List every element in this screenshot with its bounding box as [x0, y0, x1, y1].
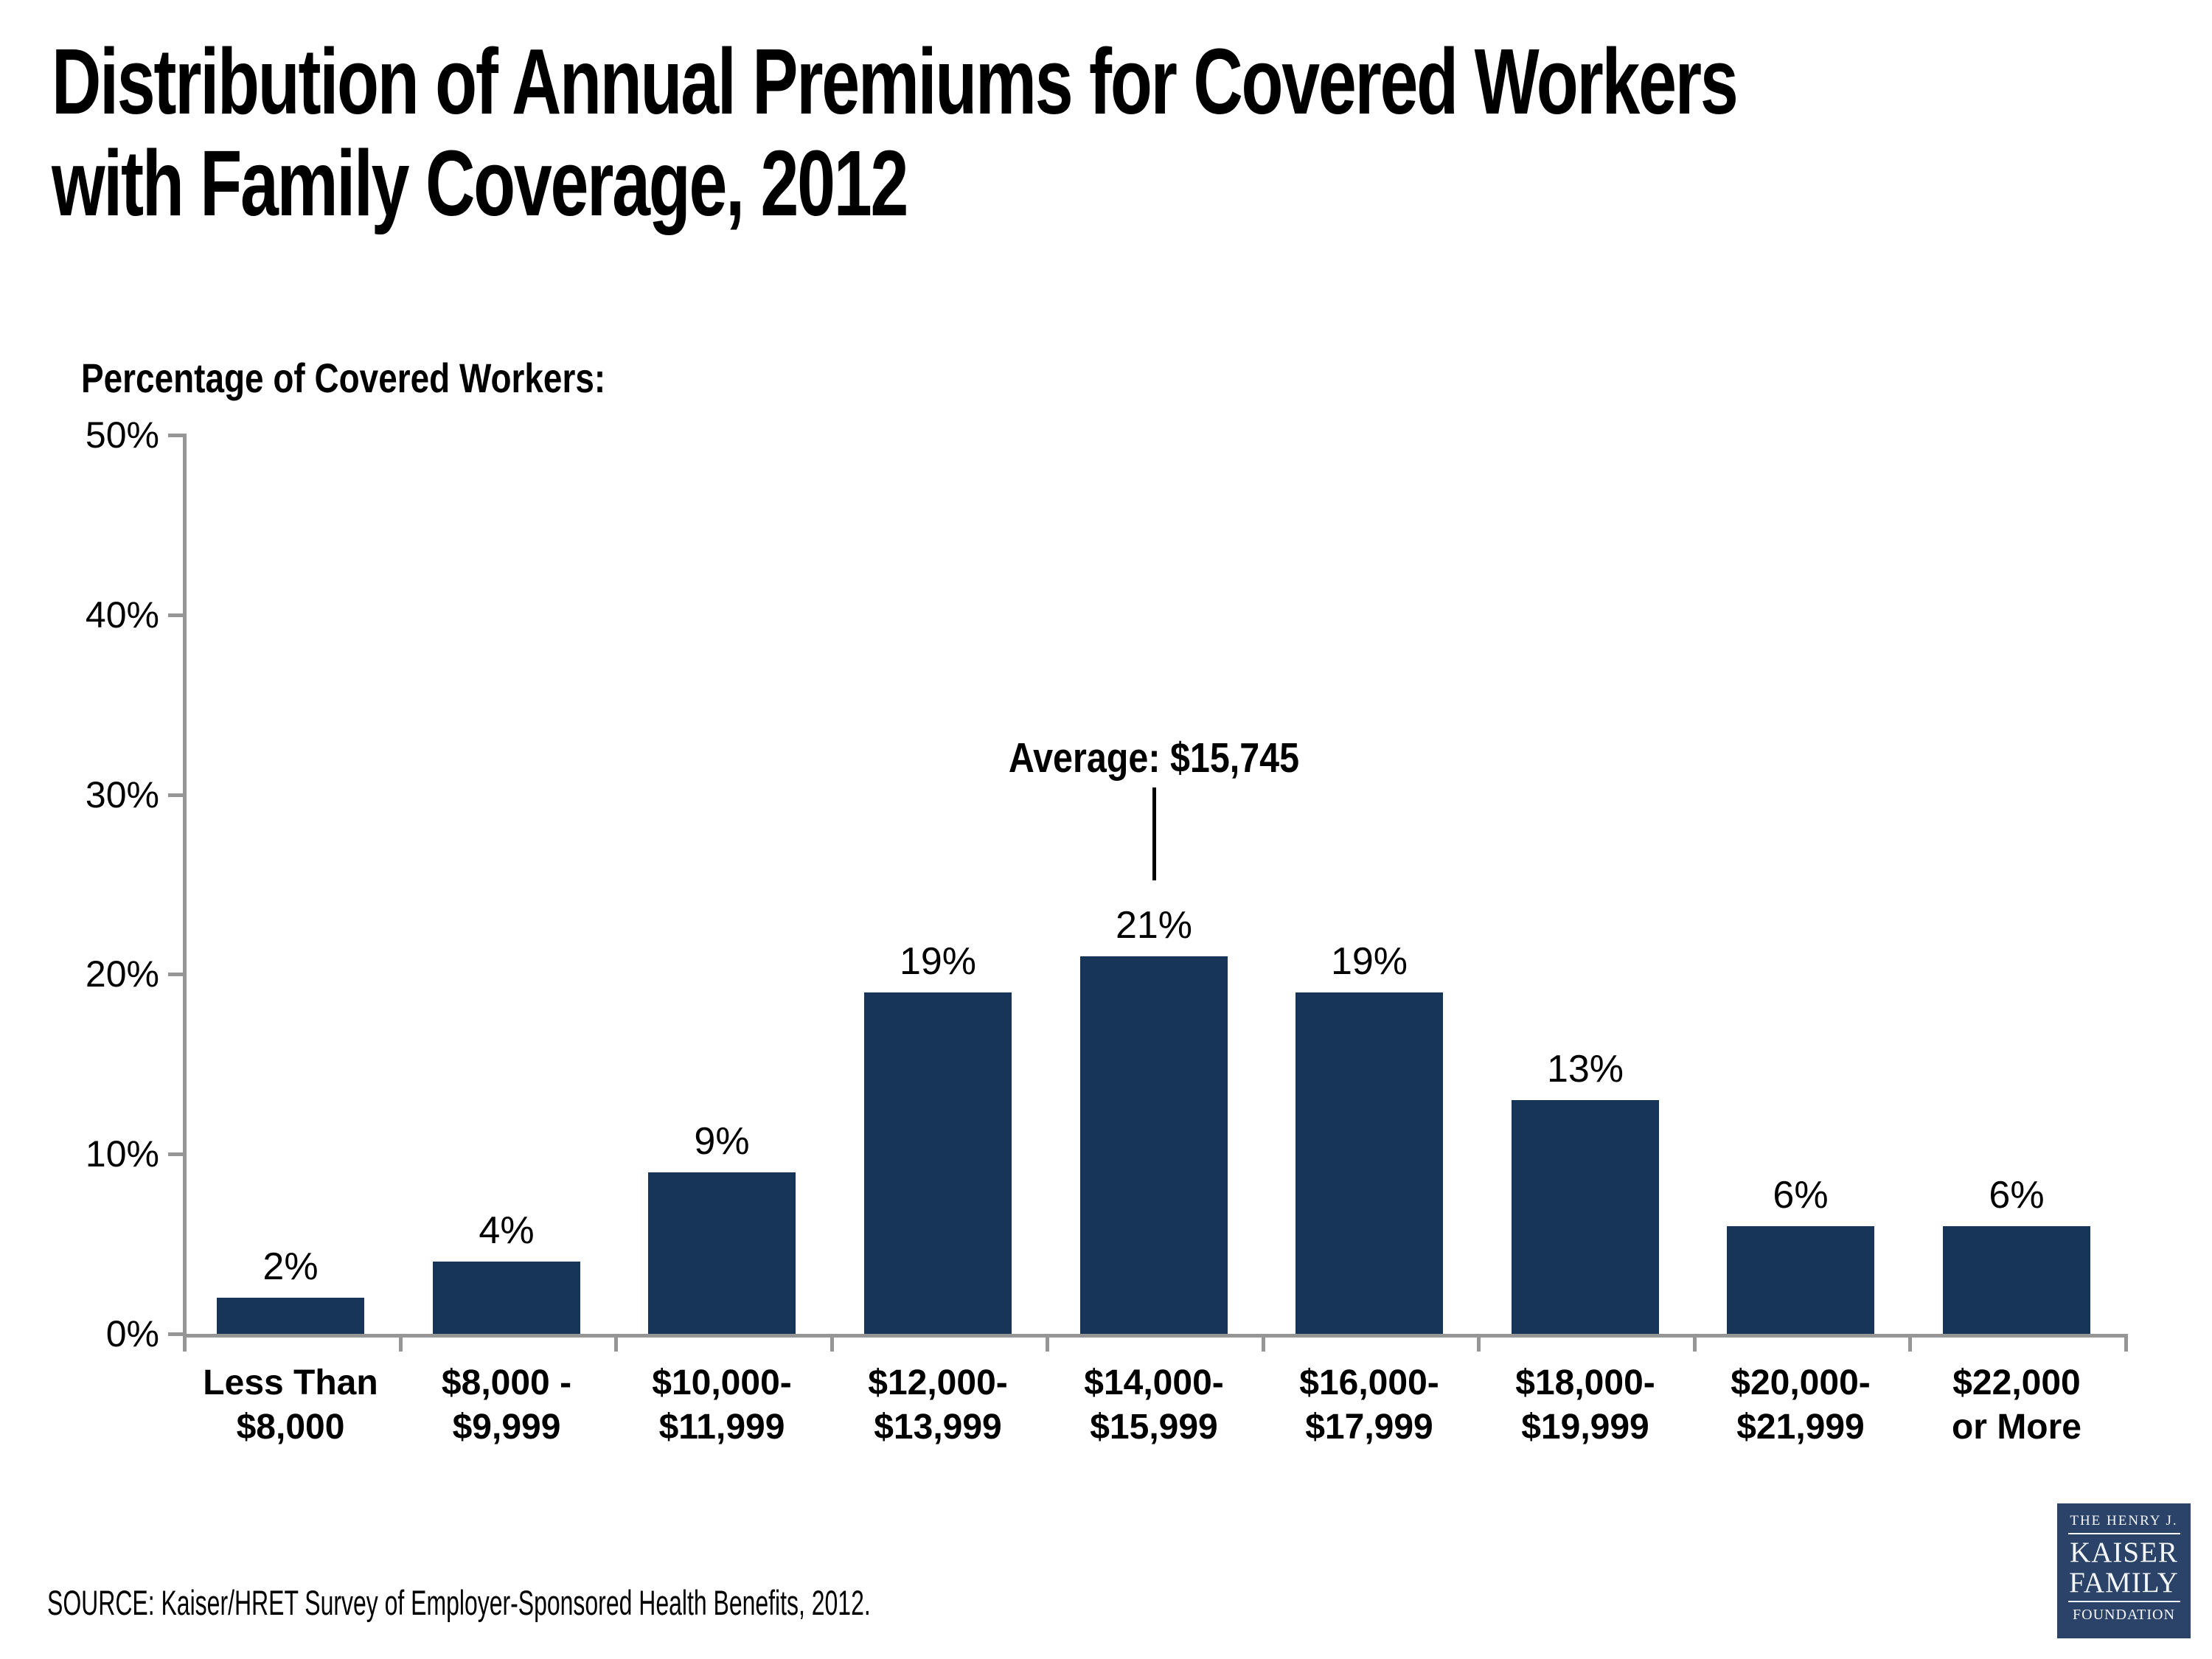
bar-value-label: 13% — [1546, 1048, 1624, 1091]
source-note: SOURCE: Kaiser/HRET Survey of Employer-S… — [47, 1583, 871, 1622]
category-label: $22,000 or More — [1906, 1361, 2127, 1450]
bar-value-label: 19% — [899, 940, 977, 983]
x-tick — [1908, 1334, 1912, 1352]
category-label: $10,000- $11,999 — [611, 1361, 832, 1450]
bar-value-label: 6% — [1989, 1174, 2045, 1217]
category-label-line: $19,999 — [1521, 1408, 1649, 1447]
category-label-line: $12,000- — [868, 1363, 1008, 1402]
chart-title-line-2: with Family Coverage, 2012 — [52, 131, 908, 235]
bar — [433, 1262, 580, 1334]
y-tick-label: 50% — [85, 414, 159, 456]
x-axis-line — [183, 1334, 2127, 1338]
category-label-line: or More — [1951, 1408, 2081, 1447]
y-tick-label: 40% — [85, 594, 159, 636]
bar — [1943, 1226, 2090, 1334]
category-label-line: $17,999 — [1305, 1408, 1433, 1447]
bar — [1512, 1100, 1659, 1334]
bar — [648, 1172, 796, 1334]
category-label-line: $10,000- — [652, 1363, 792, 1402]
y-tick — [168, 793, 183, 797]
x-tick — [2124, 1334, 2128, 1352]
y-tick — [168, 434, 183, 437]
y-tick — [168, 973, 183, 977]
logo-text-top: THE HENRY J. — [2070, 1513, 2178, 1528]
category-label: $8,000 - $9,999 — [396, 1361, 617, 1450]
chart-title-line-1: Distribution of Annual Premiums for Cove… — [52, 29, 1739, 133]
y-axis-title: Percentage of Covered Workers: — [81, 355, 606, 401]
bar — [864, 992, 1012, 1334]
x-tick — [1262, 1334, 1265, 1352]
category-label-line: $13,999 — [874, 1408, 1002, 1447]
logo-divider-top — [2067, 1533, 2180, 1534]
category-label: $18,000- $19,999 — [1475, 1361, 1696, 1450]
category-label: $16,000- $17,999 — [1259, 1361, 1480, 1450]
category-label-line: $9,999 — [452, 1408, 561, 1447]
y-tick-label: 10% — [85, 1133, 159, 1175]
category-label-line: Less Than — [203, 1363, 378, 1402]
category-label-line: $18,000- — [1515, 1363, 1655, 1402]
bar-value-label: 21% — [1115, 904, 1193, 947]
bar-value-label: 9% — [694, 1120, 750, 1163]
bar — [1295, 992, 1443, 1334]
category-label-line: $16,000- — [1299, 1363, 1439, 1402]
category-label-line: $11,999 — [658, 1408, 785, 1447]
logo-divider-bottom — [2067, 1601, 2180, 1602]
x-tick — [1477, 1334, 1481, 1352]
average-annotation-label: Average: $15,745 — [1008, 734, 1300, 782]
x-tick — [399, 1334, 403, 1352]
bar — [1080, 956, 1228, 1334]
category-label-line: $8,000 — [236, 1408, 345, 1447]
bar — [217, 1298, 364, 1334]
category-label: $14,000- $15,999 — [1043, 1361, 1265, 1450]
bar — [1727, 1226, 1874, 1334]
y-tick-label: 30% — [85, 773, 159, 815]
bar-value-label: 4% — [479, 1209, 535, 1252]
average-annotation-pointer-line — [1152, 787, 1156, 880]
logo-text-foundation: FOUNDATION — [2073, 1607, 2175, 1623]
logo-text-kaiser: KAISER — [2070, 1537, 2178, 1568]
y-axis-line — [183, 434, 187, 1338]
bar-value-label: 2% — [262, 1245, 319, 1288]
category-label-line: $15,999 — [1090, 1408, 1218, 1447]
category-label-line: $8,000 - — [441, 1363, 572, 1402]
bar-value-label: 6% — [1773, 1174, 1829, 1217]
category-label-line: $14,000- — [1084, 1363, 1224, 1402]
category-label: $12,000- $13,999 — [827, 1361, 1048, 1450]
y-tick-label: 0% — [105, 1313, 159, 1354]
bar-value-label: 19% — [1330, 940, 1408, 983]
x-tick — [614, 1334, 618, 1352]
kaiser-family-foundation-logo: THE HENRY J. KAISER FAMILY FOUNDATION — [2057, 1503, 2191, 1638]
x-tick — [183, 1334, 187, 1352]
category-label: Less Than $8,000 — [180, 1361, 401, 1450]
logo-text-family: FAMILY — [2069, 1567, 2179, 1599]
y-tick — [168, 1332, 183, 1336]
category-label-line: $22,000 — [1952, 1363, 2081, 1402]
x-tick — [1693, 1334, 1697, 1352]
y-tick-label: 20% — [85, 953, 159, 995]
y-tick — [168, 613, 183, 617]
y-tick — [168, 1152, 183, 1157]
x-tick — [830, 1334, 834, 1352]
category-label-line: $20,000- — [1731, 1363, 1871, 1402]
category-label: $20,000- $21,999 — [1690, 1361, 1911, 1450]
category-label-line: $21,999 — [1736, 1408, 1865, 1447]
x-tick — [1046, 1334, 1049, 1352]
